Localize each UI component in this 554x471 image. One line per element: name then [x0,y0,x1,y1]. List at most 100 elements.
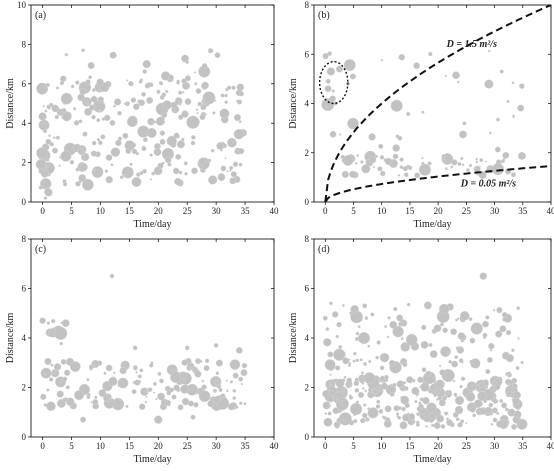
data-point [457,317,460,320]
data-point [142,137,148,143]
data-point [129,162,133,166]
data-point [91,88,96,93]
data-point [517,104,525,112]
data-point [322,390,330,398]
data-point [433,389,438,394]
data-point [220,165,227,172]
data-point [421,324,427,331]
data-point [189,366,193,370]
data-point [482,320,489,328]
x-tick-label: 10 [96,441,106,451]
data-point [98,140,103,146]
x-tick-label: 30 [212,206,222,216]
data-point [104,169,109,173]
data-point [479,158,484,163]
data-point [368,359,372,364]
data-point [159,130,166,136]
data-point [96,118,101,123]
data-point [91,140,97,146]
data-point [418,385,422,389]
data-point [398,321,403,327]
x-tick-label: 40 [270,441,280,451]
data-point [238,120,242,124]
data-point [59,75,67,83]
data-point [368,155,377,164]
data-point [39,317,46,324]
data-point [448,390,452,394]
data-point [454,405,464,415]
data-point [56,390,64,398]
data-point [499,399,504,403]
data-point [375,355,379,360]
data-point [241,362,248,369]
x-tick-label: 25 [183,441,193,451]
data-point [353,351,357,356]
data-point [520,360,524,365]
data-point [397,406,402,411]
x-axis-label: Time/day [134,454,172,465]
data-point [139,171,144,176]
curve-label-0-05: D = 0.05 m²/s [460,179,516,190]
data-point [363,361,368,366]
data-point [132,345,138,351]
data-point [377,166,383,172]
x-tick-label: 10 [377,206,387,216]
data-point [377,380,381,383]
data-point [421,156,424,160]
data-point [176,140,185,149]
data-point [501,402,508,409]
data-point [70,84,75,89]
data-point [499,325,507,333]
data-point [489,348,493,352]
data-point [490,422,494,426]
panel-a: 0 5 10 15 20 25 30 35 40 0 2 4 6 8 10 Time/day Distance/… [5,0,279,230]
data-point [510,172,516,178]
data-point [427,161,432,166]
data-point [415,422,420,427]
data-point [441,395,447,401]
data-point [100,134,106,140]
data-point [441,154,446,159]
data-point [488,166,492,169]
data-point [501,159,506,164]
data-point [440,424,446,429]
data-point [90,150,98,157]
data-point [75,80,80,85]
data-point [236,99,240,103]
data-point [161,111,168,118]
data-point [212,111,216,115]
data-point [487,49,491,53]
data-point [159,138,166,145]
data-point [375,404,381,409]
data-point [175,153,182,160]
data-point [423,301,432,310]
data-point [341,158,346,163]
data-point [517,337,520,340]
data-point [46,166,49,169]
data-point [53,136,56,140]
data-point [454,355,459,360]
data-point [59,380,63,384]
data-point [125,148,132,154]
data-point [418,163,432,176]
data-point [180,384,190,394]
data-point [97,110,100,113]
data-point [131,389,137,395]
data-point [233,114,241,122]
data-point [350,402,363,416]
data-point [335,365,341,371]
data-point [359,358,363,362]
y-tick-label: 4 [305,333,310,343]
data-point [62,376,68,382]
data-point [364,316,369,320]
data-point [357,325,360,328]
data-point [49,142,54,147]
x-tick-label: 0 [40,441,45,451]
data-point [92,399,99,405]
data-point [126,116,138,128]
data-point [186,115,200,129]
data-point [203,365,210,372]
x-tick-label: 15 [125,441,135,451]
data-point [455,395,465,405]
x-tick-label: 15 [405,441,415,451]
